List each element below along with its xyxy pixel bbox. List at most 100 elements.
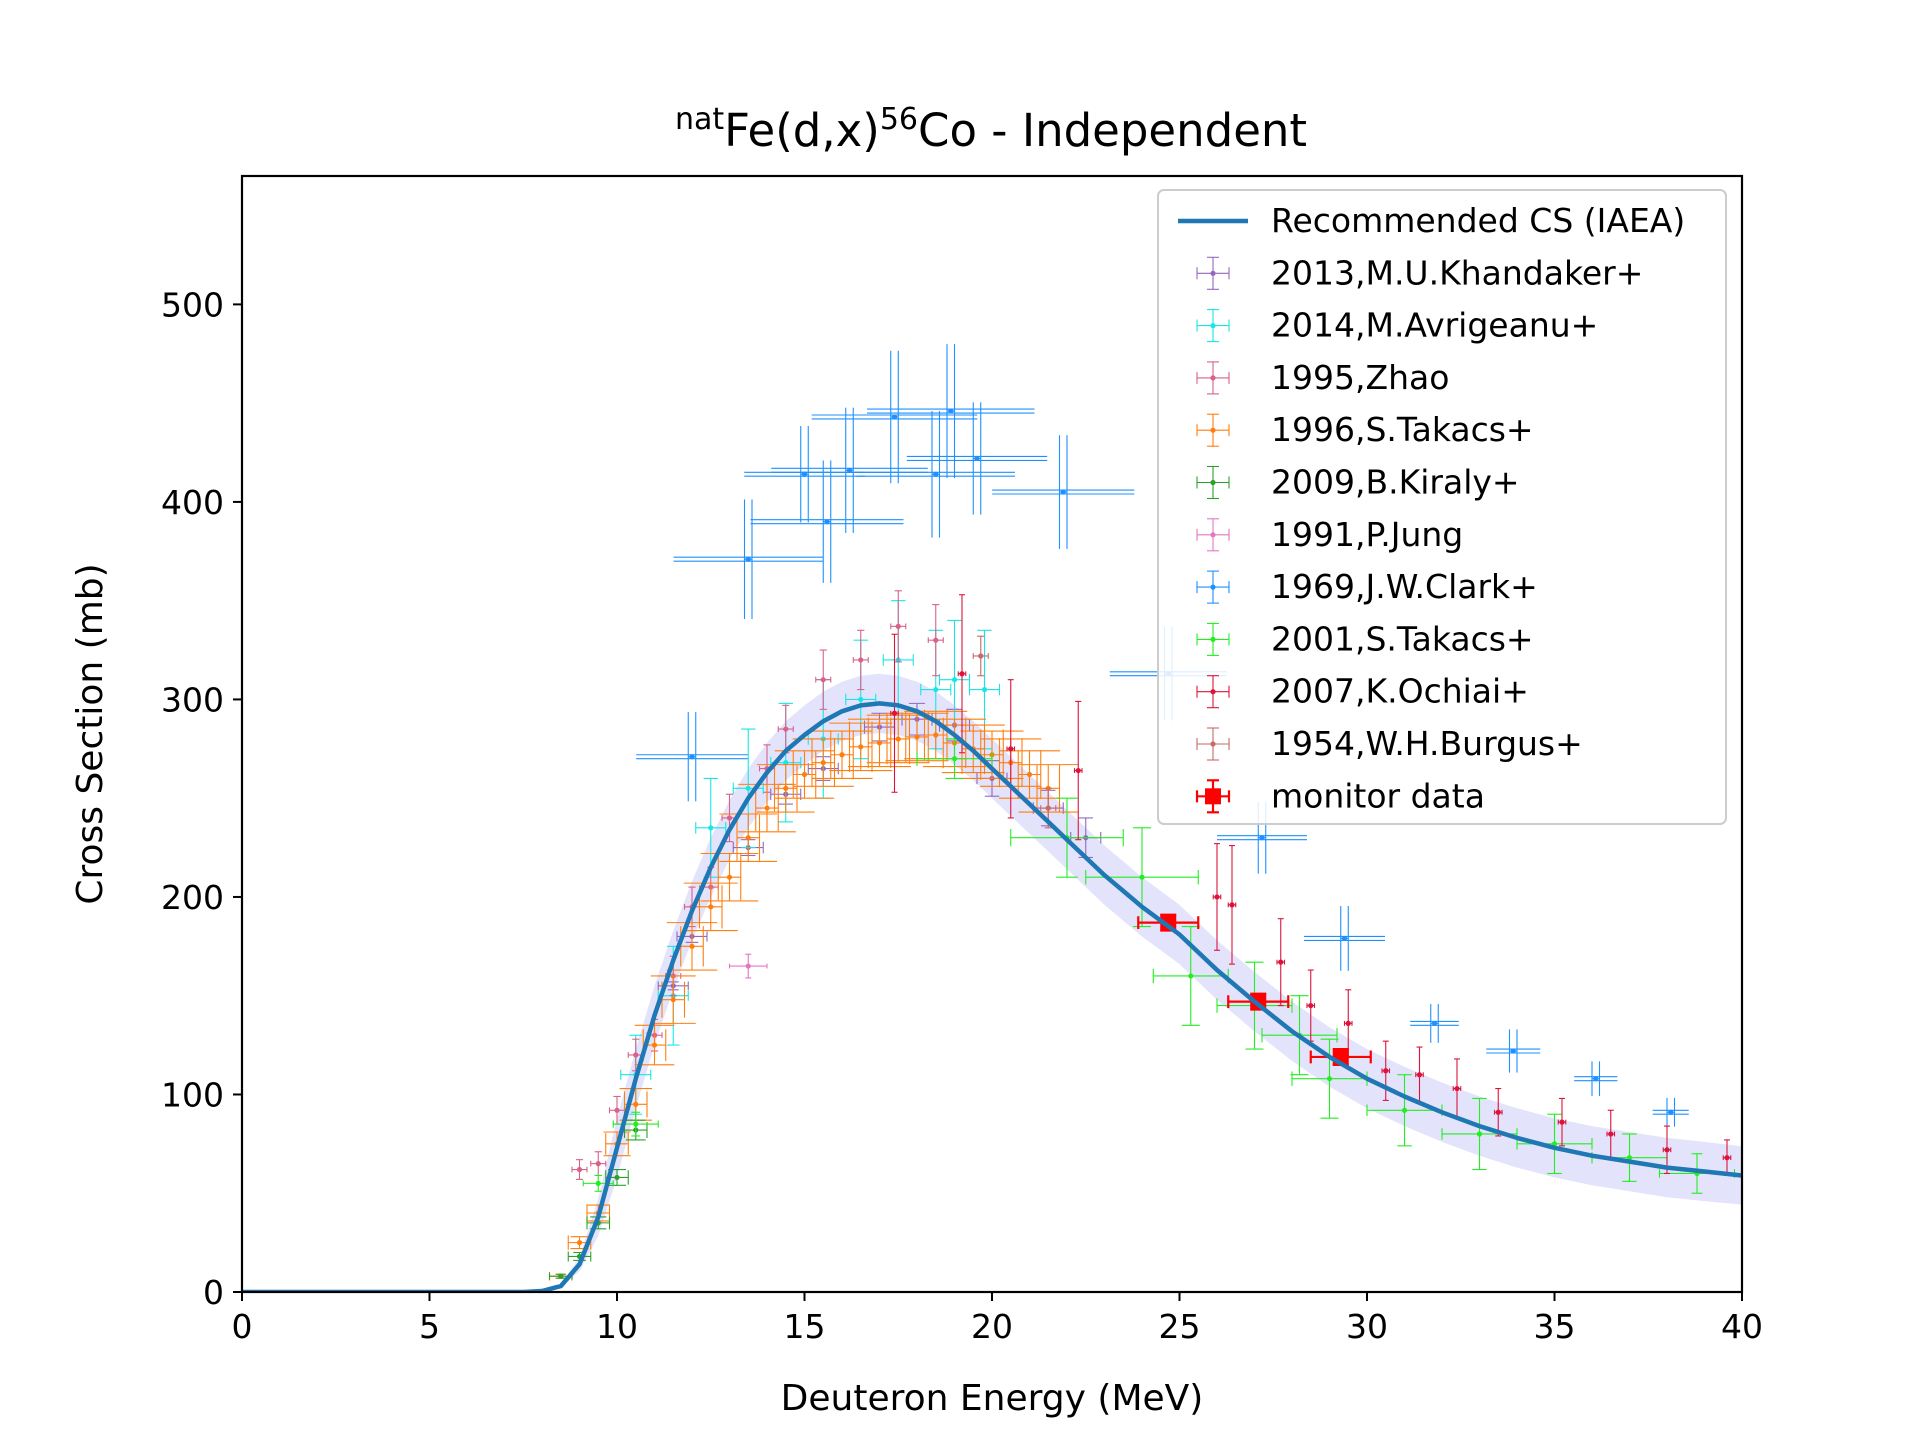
x-axis: 0 5 10 15 20 25 30 35 40 [232, 1292, 1763, 1346]
data-point [670, 997, 676, 1003]
data-point [891, 414, 898, 420]
data-point [1026, 771, 1033, 778]
chart-title: natFe(d,x)56Co - Independent [675, 102, 1307, 158]
legend-label: 1996,S.Takacs+ [1271, 410, 1534, 449]
y-tick-label: 400 [161, 483, 224, 522]
y-tick-label: 200 [161, 878, 224, 917]
data-point [1416, 1072, 1423, 1078]
data-point [1383, 1068, 1389, 1074]
data-point [1495, 1109, 1501, 1115]
data-point [1008, 746, 1014, 752]
data-point [576, 1166, 583, 1173]
data-point [858, 744, 864, 750]
data-point [1345, 1020, 1351, 1026]
data-point [708, 825, 714, 831]
legend-swatch-marker [1210, 375, 1216, 381]
data-point [981, 686, 988, 693]
x-tick-label: 0 [232, 1307, 253, 1346]
data-point [614, 1107, 620, 1113]
data-point [745, 785, 751, 791]
data-point [651, 1042, 658, 1048]
data-point [820, 677, 826, 683]
series-2007-k-ochiai- [890, 594, 1732, 1177]
data-point [745, 556, 751, 562]
legend-label: 2007,K.Ochiai+ [1271, 672, 1529, 711]
x-axis-label: Deuteron Energy (MeV) [781, 1378, 1204, 1419]
legend-label: 2009,B.Kiraly+ [1271, 463, 1520, 502]
legend-label: monitor data [1271, 776, 1485, 815]
data-point [1326, 1076, 1333, 1082]
legend: Recommended CS (IAEA) 2013,M.U.Khandaker+… [1157, 189, 1727, 825]
legend-label: 1991,P.Jung [1271, 515, 1463, 554]
data-point [708, 904, 714, 910]
data-point [933, 637, 939, 643]
data-point [891, 710, 898, 716]
title-product: Co - Independent [918, 104, 1307, 157]
data-point [1593, 1076, 1599, 1082]
data-point [1510, 1048, 1516, 1054]
data-point [783, 760, 789, 766]
data-point [876, 740, 883, 746]
data-point [933, 686, 939, 693]
data-point [846, 467, 853, 473]
data-point [726, 815, 733, 821]
legend-label: 2013,M.U.Khandaker+ [1271, 253, 1643, 292]
legend-swatch-marker [1210, 323, 1216, 329]
series-1969-j-w-clark- [636, 344, 1689, 1127]
x-tick-label: 35 [1534, 1307, 1576, 1346]
legend-swatch-marker [1210, 584, 1216, 590]
title-element: Fe(d,x) [724, 104, 880, 157]
y-tick-label: 300 [161, 680, 224, 719]
data-point [1668, 1109, 1674, 1115]
data-point [1476, 1131, 1483, 1137]
data-point [1188, 973, 1194, 979]
legend-label: Recommended CS (IAEA) [1271, 201, 1685, 240]
recommended-curve [242, 701, 1742, 1292]
data-point [558, 1273, 564, 1279]
data-point [1626, 1155, 1633, 1161]
data-point [1341, 935, 1348, 942]
data-point [959, 671, 965, 677]
data-point [820, 760, 826, 766]
data-point [1259, 835, 1265, 841]
data-point [783, 726, 789, 732]
y-axis: 0 100 200 300 400 500 [161, 285, 242, 1312]
data-point [895, 623, 901, 629]
title-superscript-mass: 56 [880, 102, 918, 137]
data-point [801, 471, 808, 477]
legend-swatch-marker [1210, 532, 1216, 538]
legend-swatch-marker [1210, 741, 1216, 747]
data-point [974, 455, 980, 462]
data-point [1075, 767, 1081, 774]
data-point [978, 653, 984, 659]
legend-swatch-marker [1210, 689, 1216, 695]
x-tick-label: 15 [784, 1307, 826, 1346]
data-point [1608, 1131, 1614, 1137]
y-tick-label: 100 [161, 1075, 224, 1114]
data-point [764, 805, 770, 811]
data-point [633, 1052, 639, 1058]
data-point [1278, 959, 1284, 965]
data-point [595, 1161, 601, 1167]
data-point [726, 874, 733, 880]
y-axis-label: Cross Section (mb) [70, 563, 111, 904]
x-tick-label: 10 [596, 1307, 638, 1346]
data-point [948, 408, 954, 414]
legend-swatch-marker [1210, 636, 1216, 643]
data-point [689, 943, 695, 949]
data-point [595, 1180, 601, 1186]
data-point [1045, 805, 1051, 811]
data-point [576, 1240, 583, 1246]
legend-label: 1969,J.W.Clark+ [1271, 567, 1538, 606]
x-tick-label: 30 [1346, 1307, 1388, 1346]
data-point [614, 1174, 620, 1181]
data-point [1431, 1020, 1438, 1026]
data-point [1401, 1107, 1408, 1113]
series-1954-w-h-burgus- [972, 635, 1057, 829]
y-tick-label: 0 [203, 1273, 224, 1312]
x-tick-label: 25 [1159, 1307, 1201, 1346]
x-tick-label: 5 [419, 1307, 440, 1346]
data-point [1139, 874, 1145, 880]
data-point [1454, 1085, 1460, 1092]
